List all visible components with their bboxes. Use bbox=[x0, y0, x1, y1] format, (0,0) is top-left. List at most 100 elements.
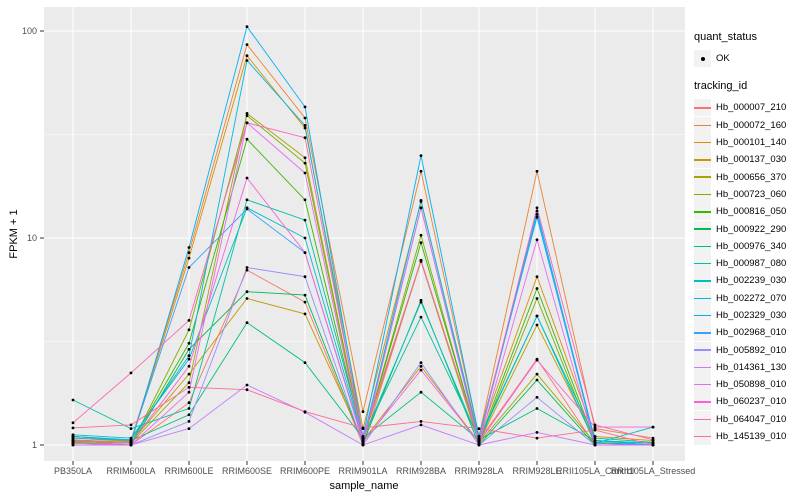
data-point bbox=[419, 315, 423, 319]
data-point bbox=[535, 287, 539, 290]
legend-item-Hb_000987_080: Hb_000987_080 bbox=[694, 255, 786, 273]
data-point bbox=[303, 300, 307, 304]
data-point bbox=[245, 25, 249, 28]
legend-label: Hb_050898_010 bbox=[716, 379, 787, 391]
legend-label: Hb_002968_010 bbox=[716, 327, 787, 339]
legend-key-box bbox=[694, 134, 711, 152]
legend-label: Hb_145139_010 bbox=[716, 431, 787, 443]
data-point bbox=[477, 435, 481, 438]
legend-label: Hb_000137_030 bbox=[716, 154, 787, 166]
gridlines bbox=[44, 7, 685, 461]
data-point bbox=[593, 428, 597, 432]
data-point bbox=[245, 383, 249, 387]
legend-label: Hb_002329_030 bbox=[716, 310, 787, 321]
legend-item-Hb_002968_010: Hb_002968_010 bbox=[694, 324, 787, 342]
legend-item-Hb_002329_030: Hb_002329_030 bbox=[694, 307, 786, 324]
x-tick-label: RRII105LA_Control bbox=[556, 466, 634, 476]
data-point bbox=[535, 323, 539, 327]
legend-key-line bbox=[694, 314, 711, 317]
legend-label: Hb_000723_060 bbox=[716, 188, 787, 200]
legend-label-ok: OK bbox=[716, 53, 730, 65]
data-point bbox=[71, 439, 75, 442]
data-point bbox=[361, 435, 365, 439]
legend-key-line bbox=[694, 176, 711, 178]
legend-key-box bbox=[694, 393, 711, 411]
data-point bbox=[187, 266, 191, 269]
legend-item-Hb_060237_010: Hb_060237_010 bbox=[694, 393, 786, 411]
data-point bbox=[419, 154, 423, 158]
data-point bbox=[245, 198, 249, 202]
legend-key-box bbox=[694, 116, 711, 134]
data-point bbox=[187, 407, 191, 410]
x-tick-label: RRIM600PE bbox=[280, 466, 330, 476]
data-point bbox=[361, 410, 365, 413]
data-point bbox=[129, 371, 133, 375]
data-point bbox=[419, 361, 423, 364]
data-point bbox=[477, 440, 481, 444]
legend-key-box bbox=[694, 99, 711, 117]
data-point bbox=[535, 436, 539, 440]
data-point bbox=[71, 426, 75, 430]
data-point bbox=[419, 233, 423, 237]
legend-item-Hb_000072_160: Hb_000072_160 bbox=[694, 116, 786, 134]
data-point bbox=[187, 390, 191, 394]
x-tick-label: RRIM600SE bbox=[222, 466, 272, 476]
data-point bbox=[303, 410, 307, 413]
point-symbol bbox=[700, 56, 705, 61]
data-point bbox=[187, 319, 191, 322]
axis-tick-labels: PB350LA RRIM600LA RRIM600LE RRIM600SE RRIM60… bbox=[22, 26, 695, 476]
data-point bbox=[419, 258, 423, 262]
legend-item-Hb_000101_140: Hb_000101_140 bbox=[694, 134, 786, 152]
legend-key-line bbox=[694, 366, 711, 369]
legend-key-line bbox=[694, 228, 711, 230]
legend-key-line bbox=[694, 262, 711, 265]
legend-key-line bbox=[694, 401, 711, 403]
legend-key-box bbox=[694, 220, 711, 238]
data-point bbox=[187, 251, 191, 255]
legend-key-line bbox=[694, 159, 711, 161]
data-point bbox=[245, 54, 249, 58]
data-point bbox=[245, 207, 249, 211]
legend-item-Hb_145139_010: Hb_145139_010 bbox=[694, 428, 787, 446]
y-tick-label: 1 bbox=[32, 440, 37, 450]
legend-key-line bbox=[694, 141, 711, 144]
data-point bbox=[419, 206, 423, 210]
legend-label: Hb_002272_070 bbox=[716, 292, 787, 304]
data-point bbox=[419, 364, 423, 368]
legend-label: Hb_000007_210 bbox=[716, 102, 787, 114]
data-point bbox=[303, 251, 307, 255]
data-point bbox=[187, 328, 191, 332]
data-point bbox=[187, 413, 191, 417]
data-points bbox=[71, 25, 655, 447]
data-point bbox=[245, 297, 249, 300]
data-point bbox=[535, 169, 539, 173]
data-point bbox=[303, 312, 307, 316]
data-point bbox=[535, 407, 539, 410]
legend-label: Hb_000656_370 bbox=[716, 171, 787, 183]
data-point bbox=[419, 300, 423, 304]
data-point bbox=[245, 114, 249, 117]
legend-key-line bbox=[694, 332, 711, 334]
data-point bbox=[477, 427, 481, 430]
x-tick-label: RRIM928LE bbox=[512, 466, 561, 476]
legend-key-line bbox=[694, 280, 711, 282]
legend-key-box bbox=[694, 358, 711, 376]
data-point bbox=[593, 439, 597, 442]
x-tick-label: RRII105LA_Stressed bbox=[611, 466, 696, 476]
y-tick-label: 10 bbox=[27, 233, 37, 243]
data-point bbox=[303, 156, 307, 160]
data-point bbox=[187, 385, 191, 389]
legend: quant_status OK tracking_id Hb_000007_21… bbox=[694, 31, 787, 446]
data-point bbox=[419, 390, 423, 394]
data-point bbox=[303, 361, 307, 364]
data-point bbox=[303, 161, 307, 165]
y-tick-label: 100 bbox=[22, 26, 37, 36]
data-point bbox=[535, 358, 539, 362]
legend-key-box bbox=[694, 410, 711, 428]
data-point bbox=[535, 213, 539, 216]
data-point bbox=[303, 136, 307, 140]
data-point bbox=[129, 441, 133, 445]
data-point bbox=[245, 176, 249, 180]
data-point bbox=[71, 398, 75, 402]
